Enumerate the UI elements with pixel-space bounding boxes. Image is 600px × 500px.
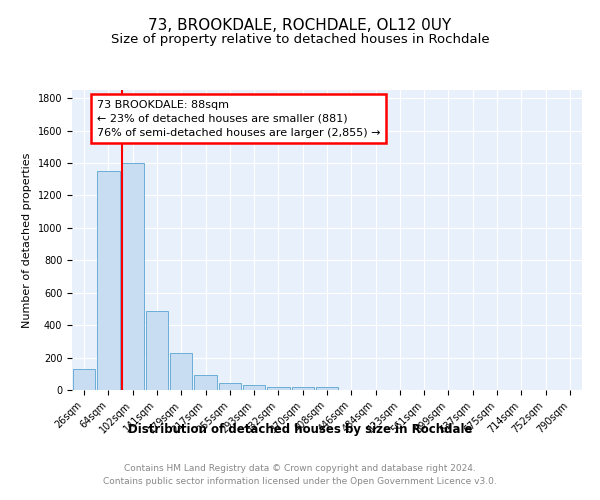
Text: 73, BROOKDALE, ROCHDALE, OL12 0UY: 73, BROOKDALE, ROCHDALE, OL12 0UY (148, 18, 452, 32)
Y-axis label: Number of detached properties: Number of detached properties (22, 152, 32, 328)
Text: Distribution of detached houses by size in Rochdale: Distribution of detached houses by size … (128, 422, 472, 436)
Bar (122, 163, 144, 390)
Text: 73 BROOKDALE: 88sqm
← 23% of detached houses are smaller (881)
76% of semi-detac: 73 BROOKDALE: 88sqm ← 23% of detached ho… (97, 100, 380, 138)
Text: Contains HM Land Registry data © Crown copyright and database right 2024.: Contains HM Land Registry data © Crown c… (124, 464, 476, 473)
Text: Size of property relative to detached houses in Rochdale: Size of property relative to detached ho… (110, 32, 490, 46)
Text: Contains public sector information licensed under the Open Government Licence v3: Contains public sector information licen… (103, 478, 497, 486)
Bar (97, 171, 119, 390)
Bar (267, 387, 290, 390)
Bar (146, 310, 168, 390)
Bar (194, 376, 217, 390)
Bar (218, 382, 241, 390)
Bar (292, 387, 314, 390)
Bar (73, 369, 95, 390)
Bar (243, 385, 265, 390)
Bar (170, 352, 193, 390)
Bar (316, 387, 338, 390)
